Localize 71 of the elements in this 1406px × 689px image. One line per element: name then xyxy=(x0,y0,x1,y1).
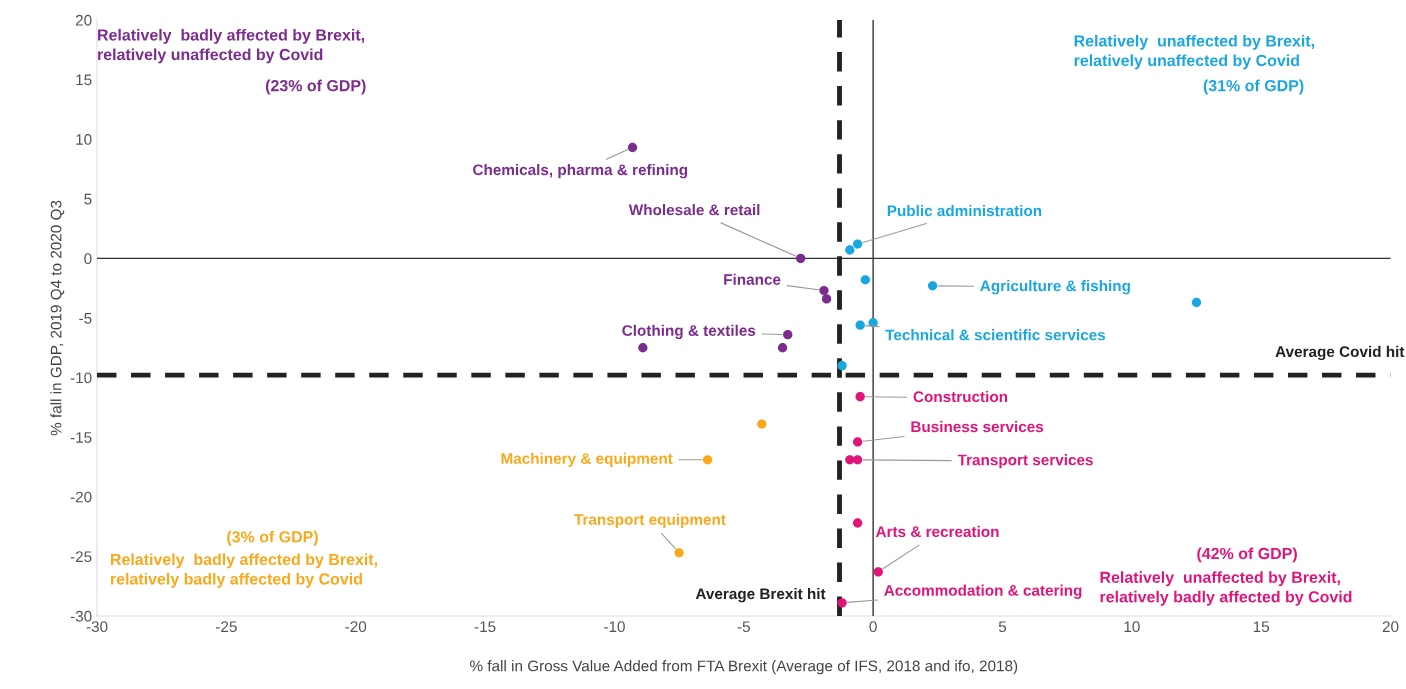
y-tick-label: 0 xyxy=(84,253,92,265)
x-tick-label: 5 xyxy=(998,621,1007,633)
point xyxy=(860,275,871,285)
point xyxy=(845,245,855,255)
ref-line-label: Average Covid hit xyxy=(1275,345,1405,361)
y-tick-label: -5 xyxy=(79,313,92,324)
annotation: Clothing & textiles xyxy=(622,324,756,340)
y-tick-label: -30 xyxy=(70,610,92,622)
annotation: (31% of GDP) xyxy=(1203,79,1304,95)
x-tick-label: -15 xyxy=(474,621,496,633)
x-tick-label: 0 xyxy=(869,621,877,633)
y-tick-label: -20 xyxy=(70,491,92,503)
point xyxy=(852,437,863,447)
annotation: Transport services xyxy=(957,454,1093,469)
annotation: Agriculture & fishing xyxy=(980,280,1130,295)
annotation: Relatively badly affected by Brexit, relatively unaffected by Covid xyxy=(98,28,365,64)
annotation: Public administration xyxy=(887,205,1042,217)
point xyxy=(852,239,863,249)
point xyxy=(757,419,767,429)
annotation: Relatively unaffected by Brexit, relatively badly affected by Covid xyxy=(1100,571,1352,606)
point xyxy=(845,455,855,465)
point xyxy=(852,518,863,528)
annotation: Arts & recreation xyxy=(875,525,999,538)
point xyxy=(783,330,793,340)
x-tick-label: -5 xyxy=(737,621,750,633)
annotation: (23% of GDP) xyxy=(265,79,366,95)
point xyxy=(837,598,847,608)
y-tick-label: -25 xyxy=(70,551,92,563)
ref-line-label: Average Brexit hit xyxy=(695,587,826,603)
annotation: (3% of GDP) xyxy=(227,530,318,546)
point xyxy=(852,455,863,465)
point xyxy=(927,281,938,291)
point xyxy=(1191,297,1202,308)
x-axis-title: % fall in Gross Value Added from FTA Brexit (Average of IFS, 2018 and ifo, 2018) xyxy=(470,660,1018,675)
annotation: Business services xyxy=(911,420,1044,433)
annotation: Construction xyxy=(913,390,1008,403)
annotation: Wholesale & retail xyxy=(628,204,760,216)
annotation: Relatively unaffected by Brexit, relatively unaffected by Covid xyxy=(1074,34,1314,70)
point xyxy=(873,567,883,577)
y-tick-label: 5 xyxy=(84,193,92,205)
x-tick-label: -20 xyxy=(345,621,367,633)
point xyxy=(819,285,829,296)
annotation: Technical & scientific services xyxy=(885,329,1106,341)
annotation: Relatively badly affected by Brexit, relatively badly affected by Covid xyxy=(111,553,377,588)
point xyxy=(821,294,832,304)
point xyxy=(777,343,788,353)
point xyxy=(627,142,638,153)
y-tick-label: 20 xyxy=(75,14,92,26)
annotation: Finance xyxy=(724,273,781,285)
x-tick-label: 15 xyxy=(1253,621,1270,633)
annotation: Accommodation & catering xyxy=(884,584,1082,599)
annotation: (42% of GDP) xyxy=(1197,547,1297,563)
point xyxy=(638,343,648,353)
y-tick-label: 10 xyxy=(76,134,92,145)
y-tick-label: -10 xyxy=(70,372,92,384)
y-tick-label: -15 xyxy=(70,432,92,443)
point xyxy=(796,253,806,264)
y-tick-label: 15 xyxy=(76,74,92,86)
annotation: Transport equipment xyxy=(574,513,726,528)
annotation: Chemicals, pharma & refining xyxy=(473,163,688,179)
point xyxy=(674,548,684,558)
point xyxy=(855,320,865,330)
x-tick-label: -25 xyxy=(216,621,237,633)
point xyxy=(837,360,847,371)
point xyxy=(855,391,865,402)
x-tick-label: 10 xyxy=(1124,621,1140,633)
point xyxy=(702,455,713,465)
annotation: Machinery & equipment xyxy=(501,452,673,467)
x-tick-label: -10 xyxy=(604,621,625,633)
y-axis-title: % fall in GDP, 2019 Q4 to 2020 Q3 xyxy=(50,200,65,436)
x-tick-label: 20 xyxy=(1382,621,1399,633)
